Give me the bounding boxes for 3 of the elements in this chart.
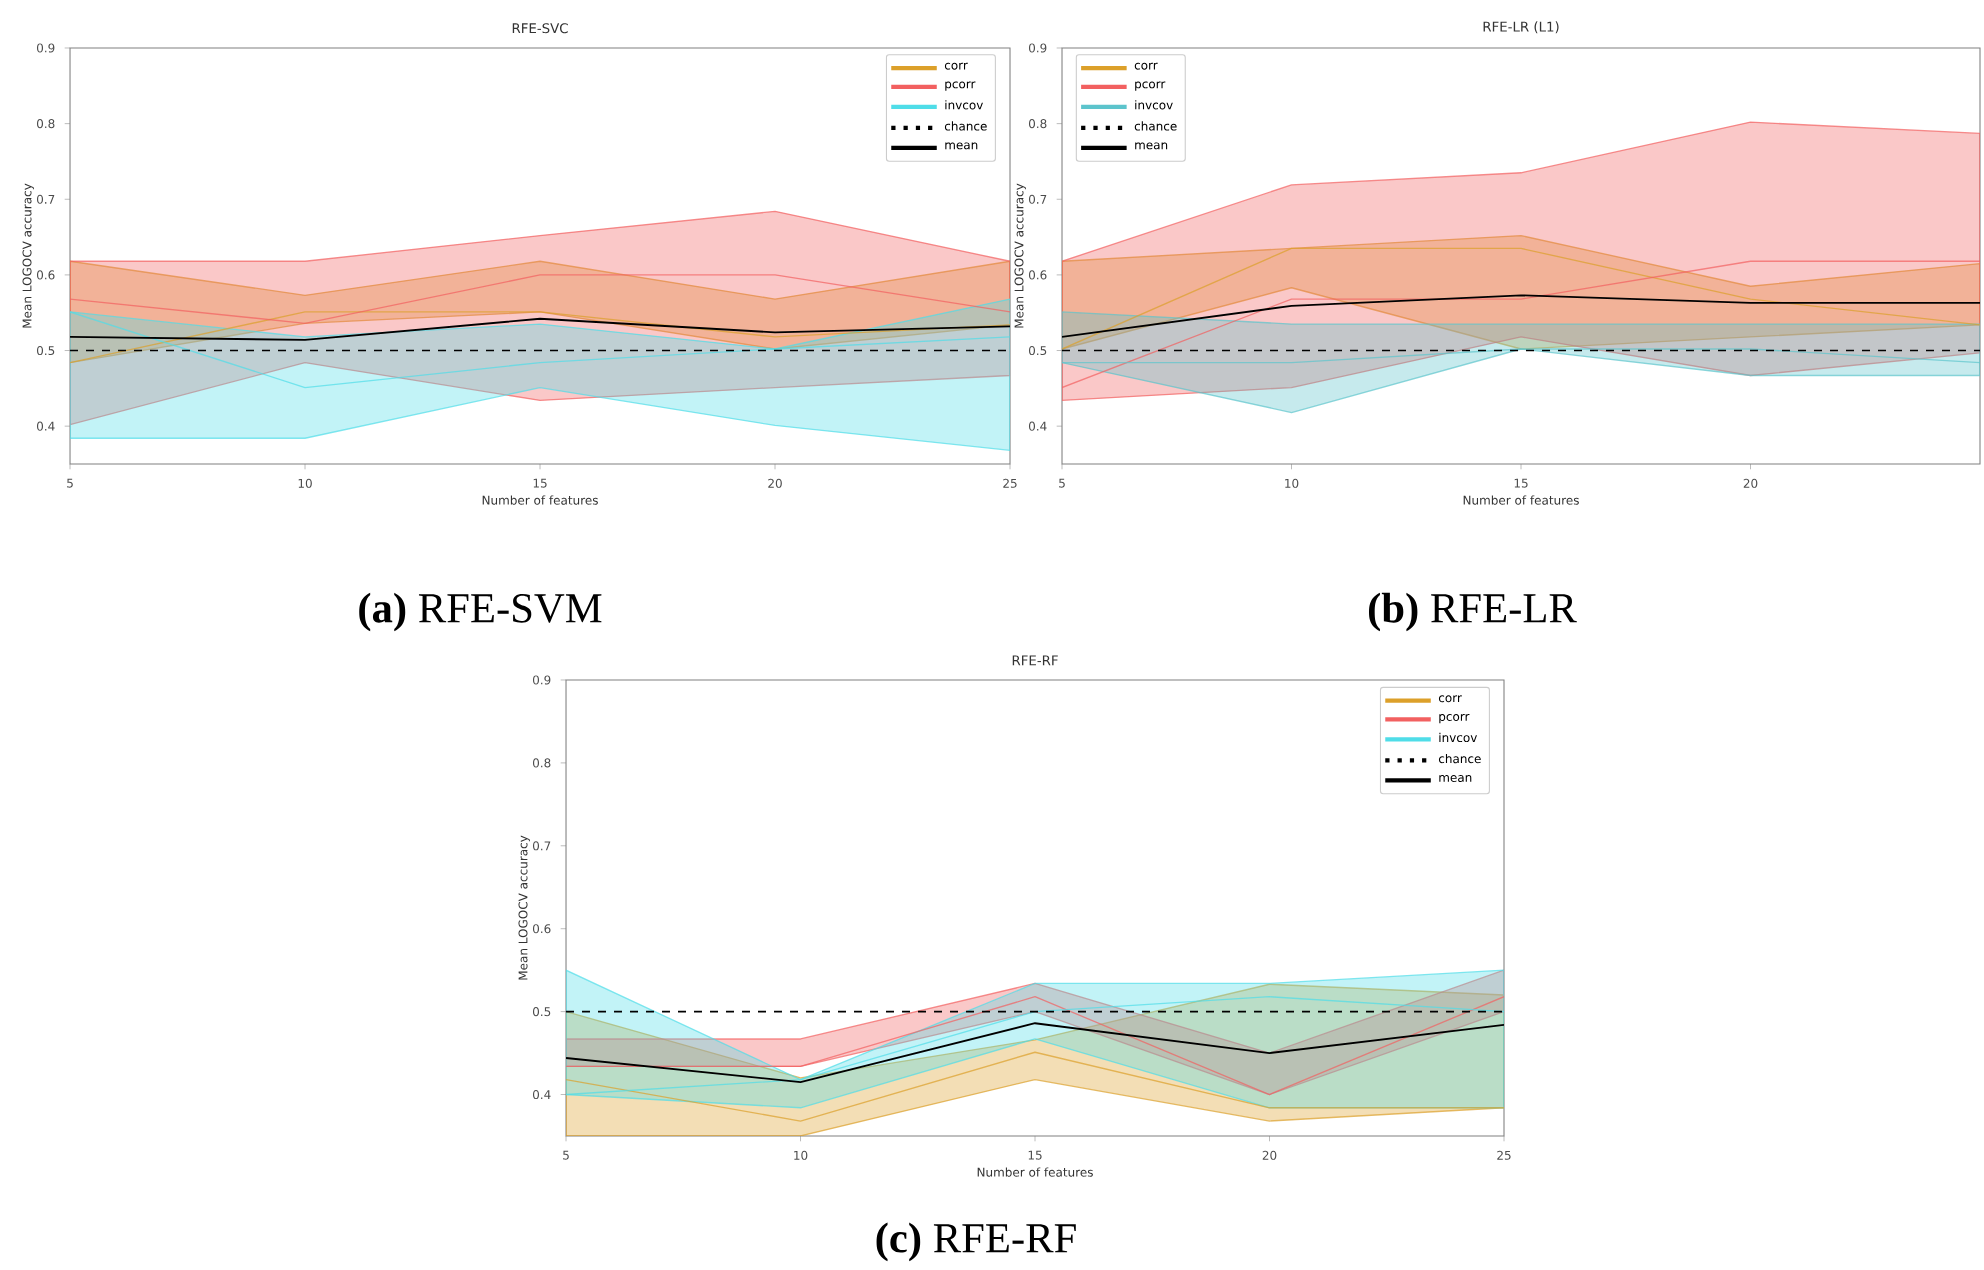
text: (a) RFE-SVM xyxy=(359,592,602,632)
text: (b) RFE-LR xyxy=(1368,592,1577,632)
text: (c) RFE-RF xyxy=(876,1222,1076,1262)
